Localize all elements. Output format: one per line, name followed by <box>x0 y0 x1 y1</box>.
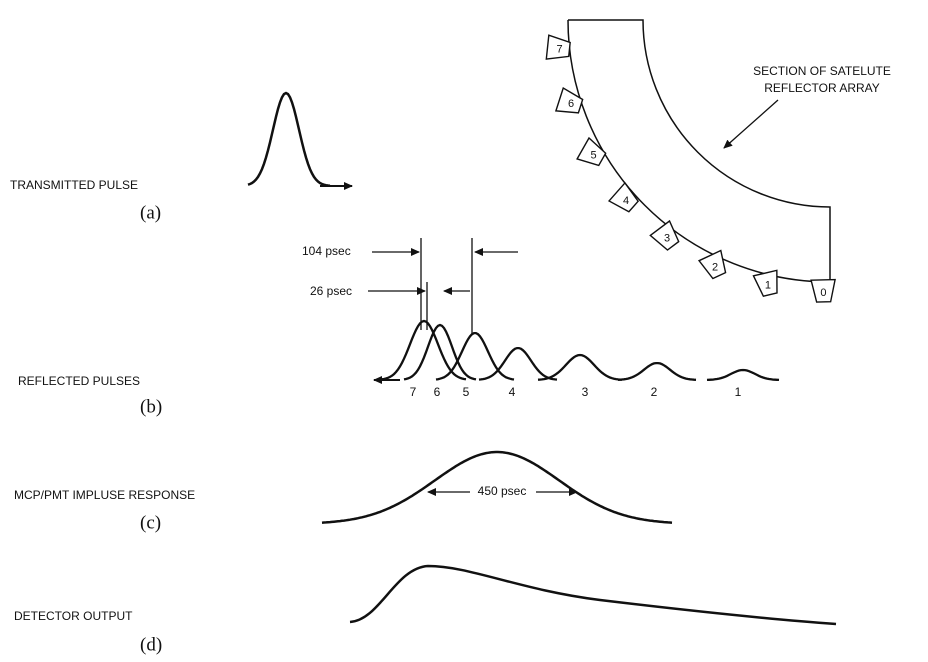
reflected-pulse <box>538 355 622 380</box>
element-label: 6 <box>568 98 574 110</box>
panel-letter: (b) <box>140 396 162 417</box>
reflected-pulse <box>479 348 557 380</box>
element-label: 5 <box>590 149 596 161</box>
pulse-label: 4 <box>509 385 516 399</box>
reflected-pulse <box>707 370 779 380</box>
panel-letter: (d) <box>140 634 162 655</box>
detector-output <box>350 566 836 624</box>
timing-label: 104 psec <box>302 244 351 258</box>
pulse-label: 1 <box>735 385 742 399</box>
transmitted-pulse <box>248 93 330 186</box>
panel-letter: (c) <box>140 512 161 533</box>
panel-label: MCP/PMT IMPLUSE RESPONSE <box>14 488 195 502</box>
timing-label: 26 psec <box>310 284 352 298</box>
element-label: 3 <box>664 233 670 245</box>
reflector-title: REFLECTOR ARRAY <box>764 81 880 95</box>
reflected-pulse <box>618 363 696 380</box>
element-label: 1 <box>765 280 771 292</box>
width-label: 450 psec <box>478 484 527 498</box>
pulse-label: 3 <box>582 385 589 399</box>
pulse-label: 2 <box>651 385 658 399</box>
panel-label: TRANSMITTED PULSE <box>10 178 138 192</box>
element-label: 4 <box>623 195 629 207</box>
pulse-label: 7 <box>410 385 417 399</box>
element-label: 2 <box>712 261 718 273</box>
panel-label: REFLECTED PULSES <box>18 374 140 388</box>
arrow <box>724 100 778 148</box>
element-label: 0 <box>820 287 826 299</box>
reflected-pulse <box>436 333 514 379</box>
diagram: TRANSMITTED PULSE(a) REFLECTED PULSES(b) M… <box>0 0 928 662</box>
reflector-title: SECTION OF SATELUTE <box>753 64 891 78</box>
pulse-label: 6 <box>434 385 441 399</box>
element-label: 7 <box>556 43 562 55</box>
drawing: TRANSMITTED PULSE(a) REFLECTED PULSES(b) M… <box>10 20 891 655</box>
pulse-label: 5 <box>463 385 470 399</box>
reflector-body <box>568 20 830 282</box>
panel-letter: (a) <box>140 202 161 223</box>
panel-label: DETECTOR OUTPUT <box>14 609 133 623</box>
